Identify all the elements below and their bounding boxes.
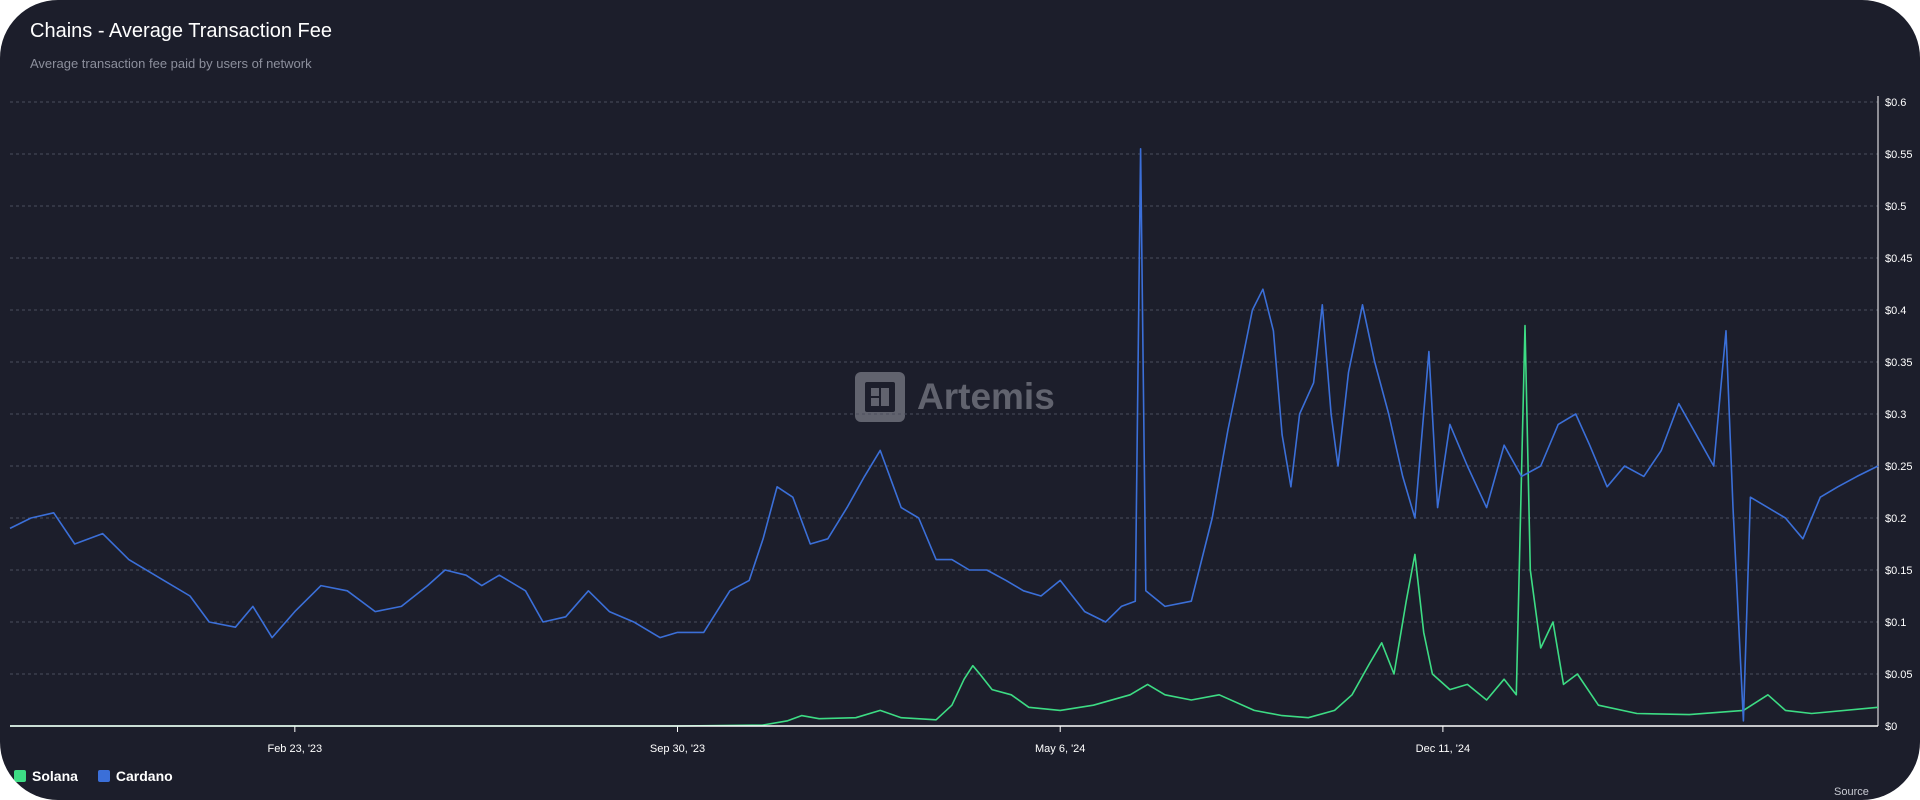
x-tick-label: Feb 23, '23 [267,743,322,755]
y-tick-label: $0.2 [1885,513,1906,525]
y-tick-label: $0.35 [1885,357,1913,369]
legend-swatch-cardano [97,770,110,782]
legend-label-cardano: Cardano [115,768,173,784]
y-tick-label: $0.6 [1885,97,1906,109]
chart-title: Chains - Average Transaction Fee [30,20,333,42]
x-tick-label: May 6, '24 [1035,743,1085,755]
y-tick-label: $0.4 [1885,305,1906,317]
legend-item-solana[interactable]: Solana [14,768,78,784]
y-tick-label: $0.05 [1885,669,1913,681]
watermark-text: Artemis [917,376,1055,417]
series-line-cardano [9,148,1879,722]
legend-item-cardano[interactable]: Cardano [97,768,173,784]
legend-label-solana: Solana [32,768,78,784]
y-tick-label: $0.3 [1885,409,1906,421]
source-label: Source [1834,786,1869,798]
series-line-solana [10,324,1879,727]
y-tick-label: $0.1 [1885,617,1906,629]
y-tick-label: $0.15 [1885,565,1913,577]
artemis-logo-icon [855,372,905,422]
y-tick-label: $0.25 [1885,461,1913,473]
y-tick-label: $0.5 [1885,201,1906,213]
watermark: Artemis [855,372,1055,422]
x-tick-label: Dec 11, '24 [1416,743,1470,755]
y-tick-label: $0.45 [1885,253,1913,265]
x-tick-label: Sep 30, '23 [650,743,705,755]
y-tick-label: $0.55 [1885,149,1913,161]
y-tick-label: $0 [1885,721,1897,733]
chart-subtitle: Average transaction fee paid by users of… [30,56,312,71]
legend: Solana Cardano [14,768,173,784]
legend-swatch-solana [14,770,26,782]
